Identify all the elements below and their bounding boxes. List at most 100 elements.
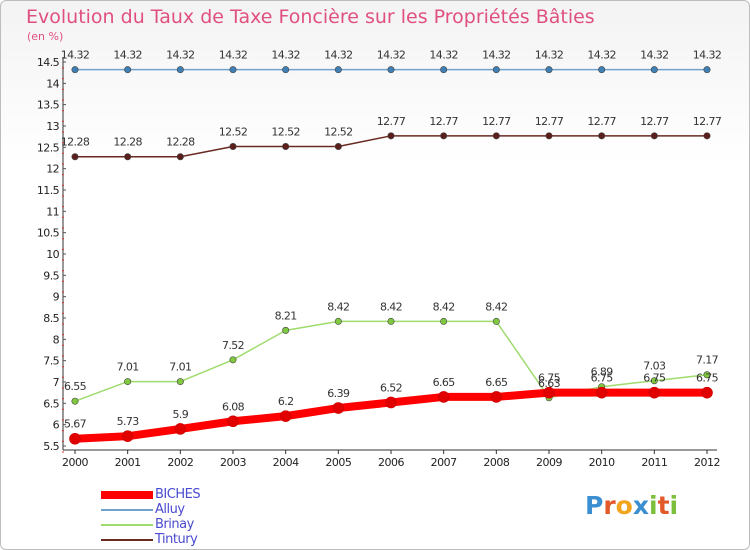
- data-label: 12.28: [113, 136, 142, 149]
- data-point: [229, 142, 237, 150]
- data-label: 7.01: [117, 361, 139, 374]
- data-label: 14.32: [166, 49, 195, 62]
- y-tick-label: 8.5: [43, 312, 59, 325]
- data-label: 6.75: [643, 372, 666, 385]
- data-label: 14.32: [324, 49, 353, 62]
- x-tick-label: 2005: [325, 456, 351, 469]
- data-point: [545, 132, 553, 140]
- x-tick-label: 2002: [167, 456, 193, 469]
- legend-swatch: [101, 523, 153, 526]
- data-label: 14.32: [640, 49, 669, 62]
- brand-letter: x: [632, 491, 649, 520]
- y-tick-label: 6.5: [43, 397, 59, 410]
- data-label: 14.32: [587, 49, 616, 62]
- data-label: 6.08: [222, 400, 245, 413]
- data-point: [440, 317, 448, 325]
- data-point: [282, 66, 290, 74]
- data-point: [598, 66, 606, 74]
- data-point: [440, 132, 448, 140]
- data-point: [650, 132, 658, 140]
- y-tick-label: 14.5: [37, 56, 60, 69]
- brand-letter: o: [615, 491, 633, 520]
- data-label: 6.75: [591, 372, 614, 385]
- x-tick-label: 2010: [589, 456, 615, 469]
- data-point: [71, 397, 79, 405]
- legend-swatch: [101, 508, 153, 511]
- legend-label: BICHES: [155, 487, 201, 502]
- y-tick-label: 7.5: [43, 355, 59, 368]
- data-point: [490, 391, 503, 403]
- data-point: [69, 432, 81, 445]
- data-point: [492, 132, 500, 140]
- chart-title: Evolution du Taux de Taxe Foncière sur l…: [26, 6, 595, 28]
- legend-item-brinay: Brinay: [101, 517, 200, 532]
- data-point: [595, 386, 608, 399]
- legend-item-tintury: Tintury: [101, 532, 200, 547]
- data-point: [334, 317, 342, 325]
- data-label: 5.67: [64, 418, 87, 431]
- data-label: 14.32: [219, 49, 248, 62]
- data-point: [279, 410, 292, 422]
- data-label: 12.77: [587, 115, 616, 128]
- data-label: 14.32: [377, 49, 406, 62]
- data-point: [124, 153, 132, 161]
- data-point: [492, 317, 500, 325]
- data-label: 6.75: [696, 372, 719, 385]
- data-label: 7.52: [222, 339, 244, 352]
- brand-letter: P: [585, 491, 604, 520]
- legend-swatch: [101, 490, 153, 499]
- data-point: [701, 386, 713, 399]
- x-tick-label: 2011: [641, 456, 667, 469]
- data-point: [124, 378, 132, 386]
- brand-logo: Proxiti: [585, 491, 678, 520]
- data-label: 12.28: [61, 136, 90, 149]
- x-tick-label: 2007: [431, 456, 457, 469]
- data-label: 7.01: [169, 361, 191, 374]
- data-label: 6.55: [64, 380, 87, 393]
- y-tick-label: 6: [53, 419, 60, 432]
- y-tick-label: 9: [53, 291, 60, 304]
- data-label: 14.32: [271, 49, 300, 62]
- data-point: [543, 386, 555, 399]
- data-label: 6.52: [380, 381, 402, 394]
- data-label: 6.63: [538, 377, 561, 390]
- data-point: [332, 402, 345, 414]
- data-label: 7.03: [643, 360, 666, 373]
- data-label: 14.32: [113, 49, 142, 62]
- y-tick-label: 12: [46, 163, 59, 176]
- data-label: 12.77: [482, 115, 511, 128]
- data-point: [282, 142, 290, 150]
- data-point: [703, 66, 711, 74]
- data-point: [545, 66, 553, 74]
- data-label: 12.28: [166, 136, 195, 149]
- y-tick-label: 5.5: [43, 440, 59, 453]
- data-point: [334, 66, 342, 74]
- data-point: [650, 377, 658, 385]
- y-tick-label: 11.5: [37, 184, 60, 197]
- data-label: 12.77: [535, 115, 564, 128]
- x-tick-label: 2012: [694, 456, 720, 469]
- x-tick-label: 2004: [273, 456, 299, 469]
- y-tick-label: 10: [46, 248, 59, 261]
- data-label: 14.32: [429, 49, 458, 62]
- brand-letter: t: [657, 491, 670, 520]
- y-tick-label: 14: [46, 77, 59, 90]
- data-label: 12.77: [640, 115, 669, 128]
- y-tick-label: 8: [53, 333, 60, 346]
- data-point: [703, 132, 711, 140]
- data-point: [282, 326, 290, 334]
- data-point: [334, 142, 342, 150]
- data-point: [229, 356, 237, 364]
- data-point: [176, 153, 184, 161]
- y-tick-label: 7: [53, 376, 60, 389]
- data-label: 6.39: [327, 387, 350, 400]
- legend-label: Alluy: [155, 502, 185, 517]
- data-label: 14.32: [693, 49, 722, 62]
- data-label: 8.42: [380, 300, 402, 313]
- data-point: [598, 132, 606, 140]
- data-label: 7.17: [696, 354, 719, 367]
- data-label: 5.9: [172, 408, 188, 421]
- data-point: [176, 66, 184, 74]
- data-label: 8.21: [275, 309, 297, 322]
- data-label: 6.75: [538, 372, 561, 385]
